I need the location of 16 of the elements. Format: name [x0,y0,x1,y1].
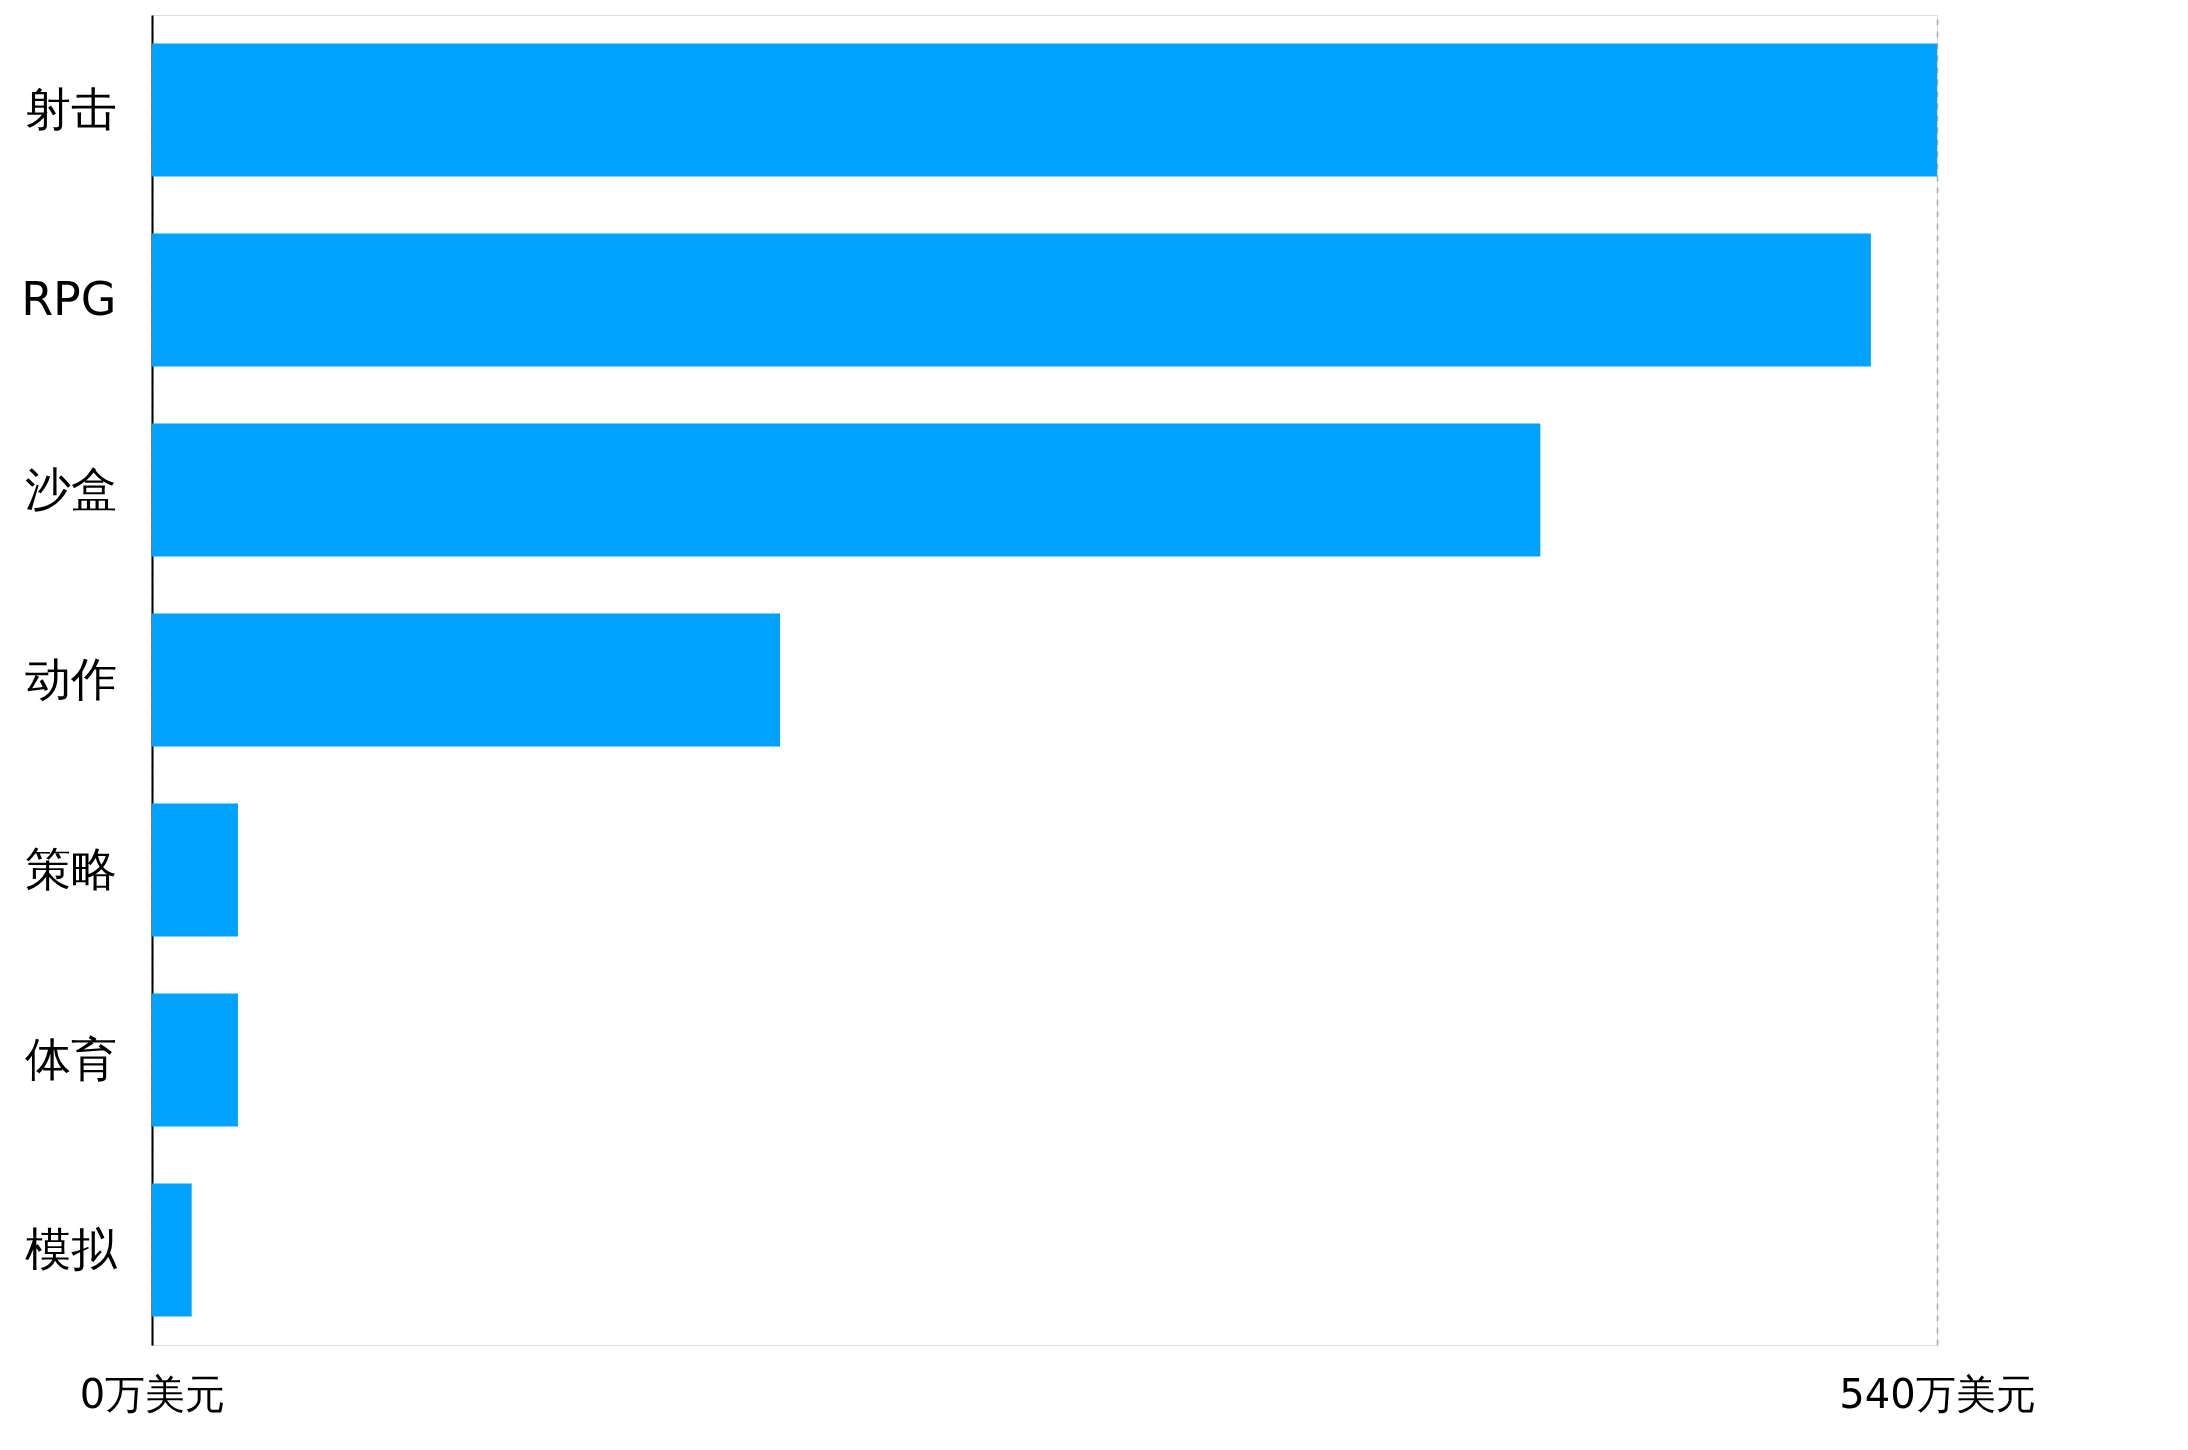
x-tick-label: 540万美元 [1839,1370,2036,1417]
y-tick-label: RPG [21,271,117,326]
bar [152,423,1541,557]
y-tick-label: 策略 [24,841,117,896]
bar [152,43,1937,177]
bar [152,803,238,937]
y-tick-label: 沙盒 [24,461,117,516]
bar [152,1183,192,1317]
bar [152,233,1871,367]
y-tick-label: 动作 [24,651,117,706]
bar [152,613,781,747]
y-tick-label: 体育 [24,1031,117,1086]
y-tick-label: 射击 [24,81,117,136]
bar [152,993,238,1127]
y-tick-label: 模拟 [24,1221,118,1276]
x-tick-label: 0万美元 [79,1370,226,1417]
